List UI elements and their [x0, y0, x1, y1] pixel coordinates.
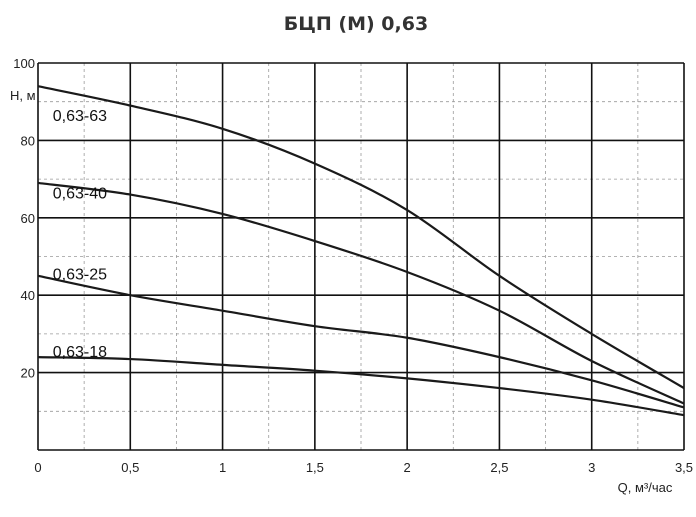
x-tick-label: 0,5	[121, 460, 139, 475]
curves	[37, 85, 685, 417]
series-line-4	[37, 356, 685, 417]
y-tick-label: 100	[13, 56, 35, 71]
x-tick-label: 3,5	[675, 460, 693, 475]
series-line-3	[37, 274, 685, 409]
y-tick-label: 80	[21, 133, 35, 148]
series-line-2	[37, 181, 685, 405]
y-tick-label: 60	[21, 211, 35, 226]
series-label-1: 0,63-63	[53, 108, 107, 125]
series-line-1	[37, 85, 685, 390]
chart-title: БЦП (М) 0,63	[284, 13, 428, 35]
x-tick-label: 0	[34, 460, 41, 475]
y-tick-label: 40	[21, 288, 35, 303]
series-label-3: 0,63-25	[53, 267, 107, 284]
x-tick-label: 1,5	[306, 460, 324, 475]
y-tick-labels: 20 40 60 80 100	[13, 56, 35, 381]
major-grid	[37, 62, 685, 451]
x-axis-label: Q, м³/час	[618, 480, 673, 495]
x-tick-label: 2	[404, 460, 411, 475]
series-label-2: 0,63-40	[53, 185, 107, 202]
series-label-4: 0,63-18	[53, 344, 107, 361]
x-tick-label: 1	[219, 460, 226, 475]
y-axis-label: Н, м	[10, 88, 36, 103]
series-labels: 0,63-63 0,63-40 0,63-25 0,63-18	[53, 108, 107, 361]
x-tick-label: 3	[588, 460, 595, 475]
x-tick-label: 2,5	[490, 460, 508, 475]
y-tick-label: 20	[21, 366, 35, 381]
x-tick-labels: 0 0,5 1 1,5 2 2,5 3 3,5	[34, 460, 693, 475]
